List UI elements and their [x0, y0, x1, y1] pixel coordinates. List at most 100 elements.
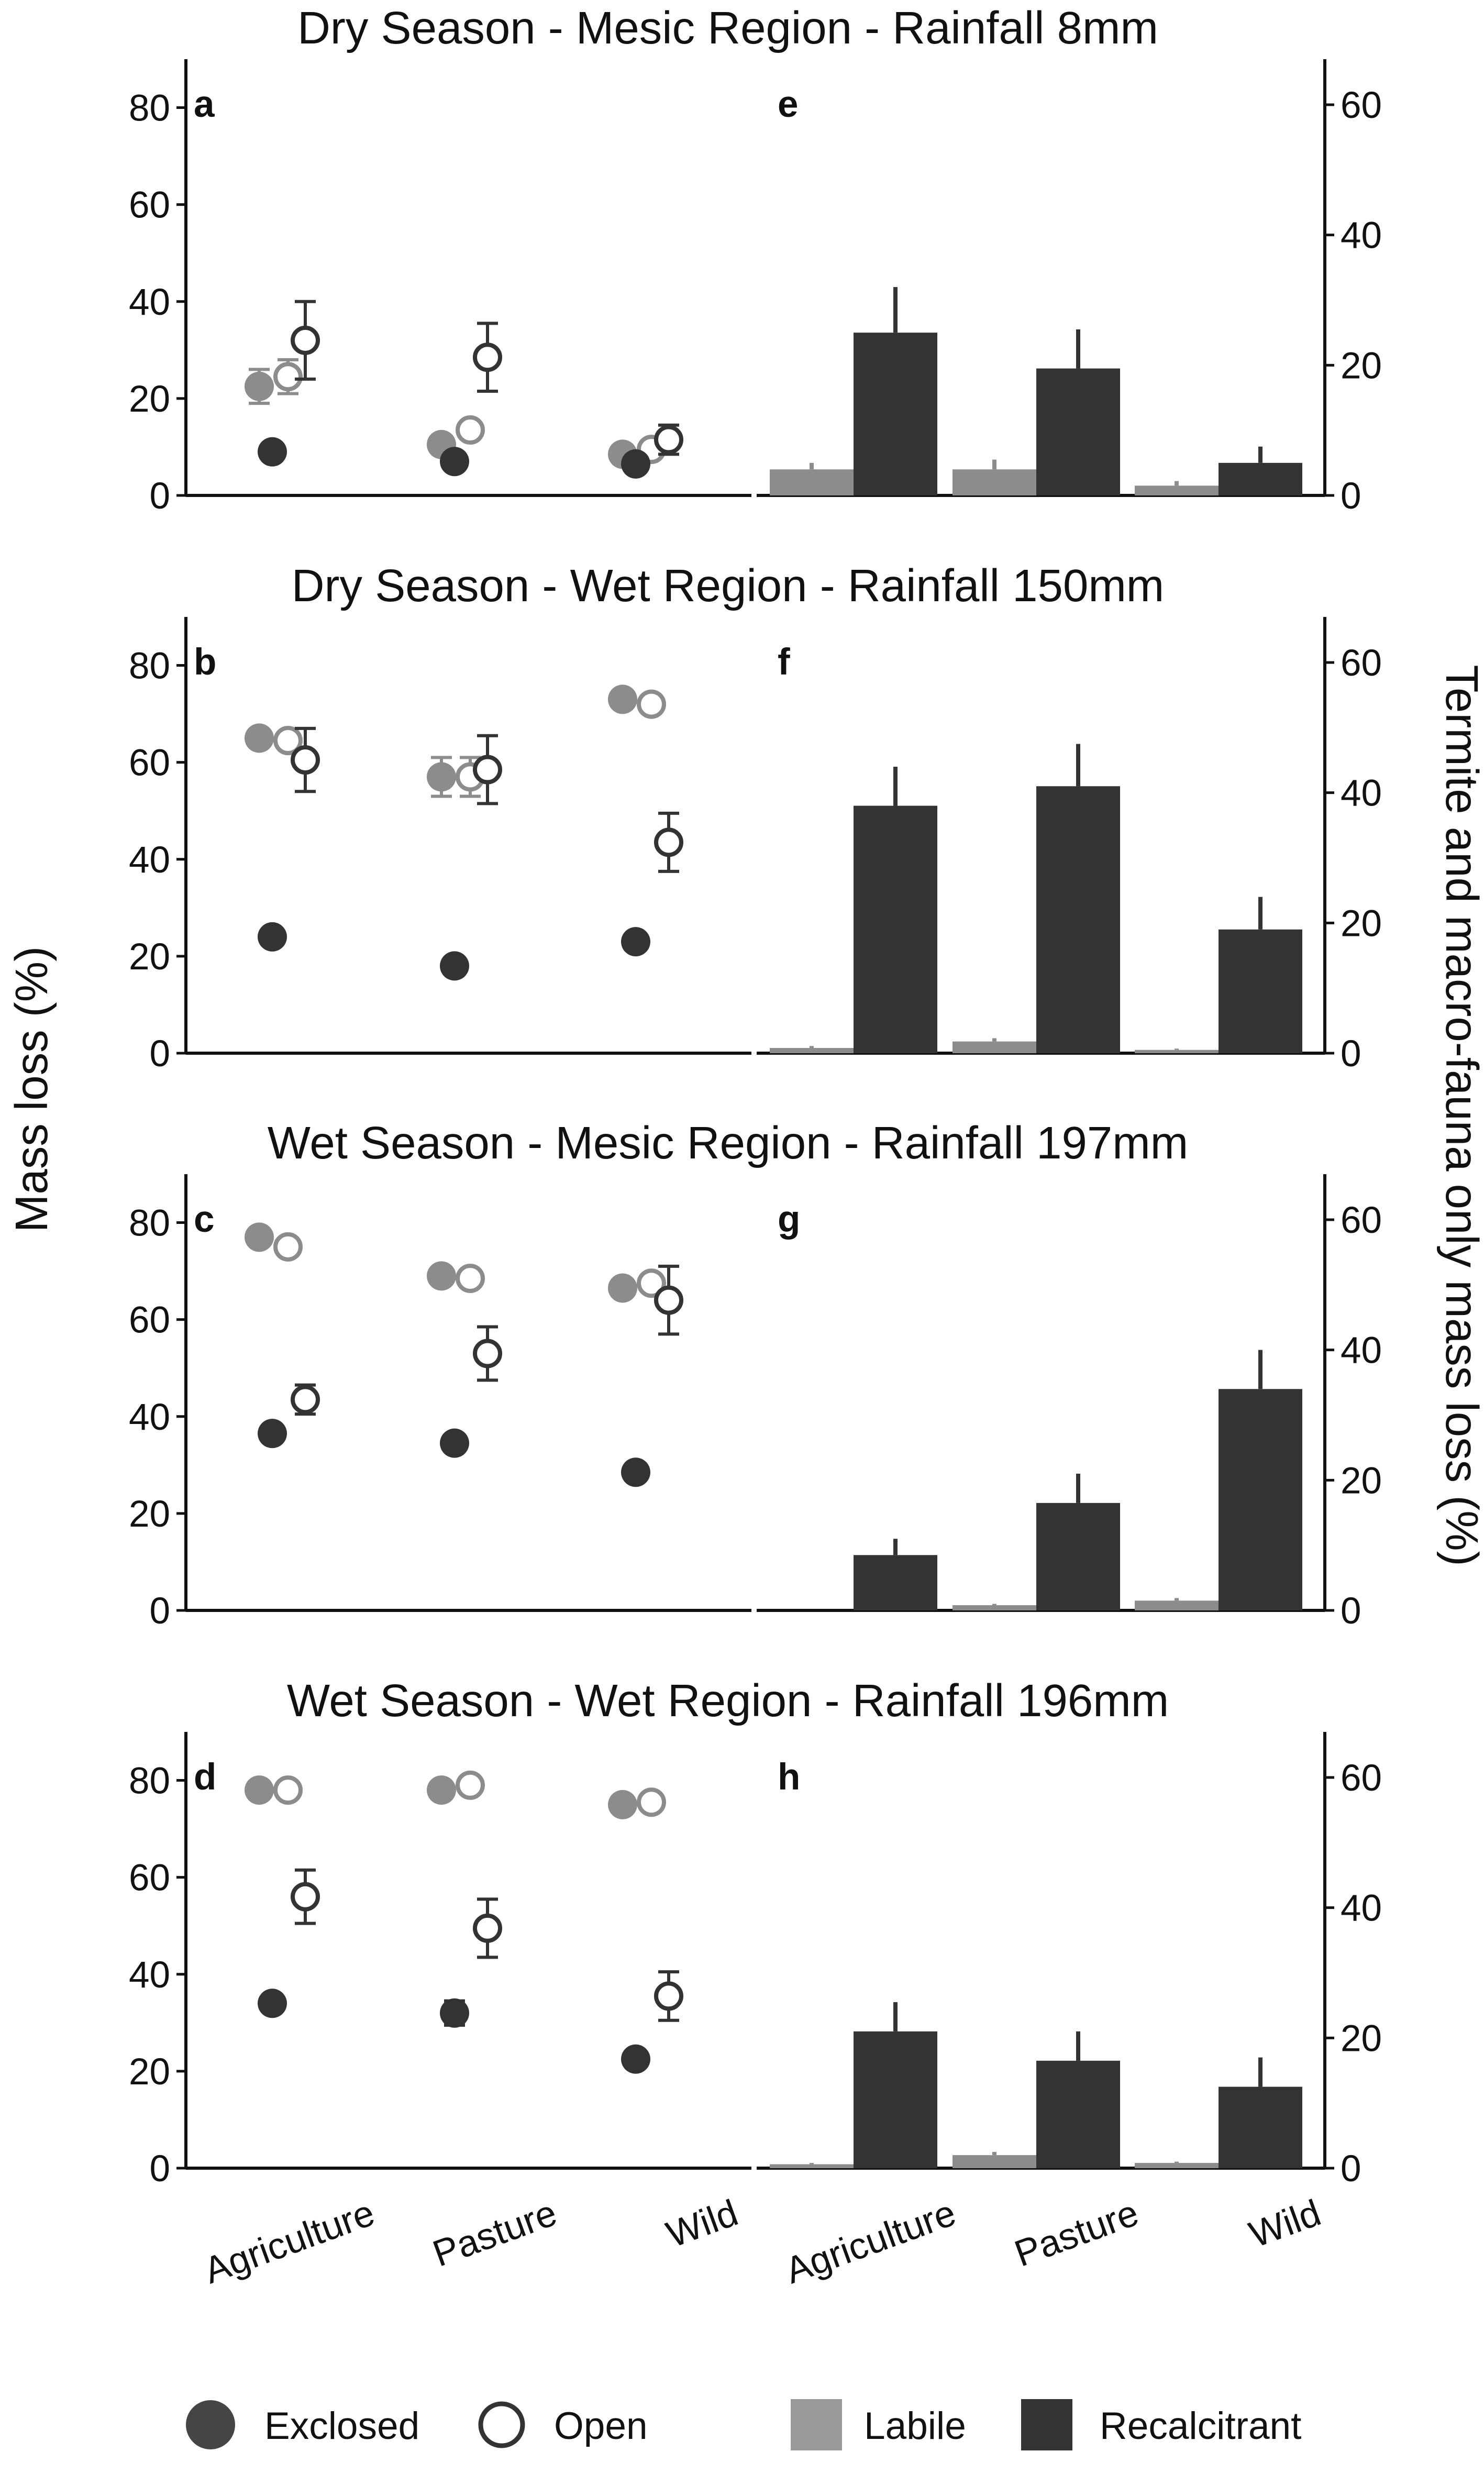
recalcitrant-exclosed-point: [621, 2044, 650, 2074]
labile-bar: [1135, 2163, 1219, 2168]
labile-bar: [1135, 1600, 1219, 1610]
right-axis-title: Termite and macro-fauna only mass loss (…: [1436, 665, 1484, 1566]
labile-bar: [953, 1605, 1036, 1610]
panel-row: Dry Season - Wet Region - Rainfall 150mm…: [129, 560, 1382, 1075]
left-tick-label: 40: [129, 1954, 170, 1996]
recalcitrant-exclosed-point: [621, 1457, 650, 1487]
labile-bar: [1135, 1050, 1219, 1053]
recalcitrant-exclosed-point: [440, 1998, 469, 2028]
right-tick-label: 60: [1341, 85, 1382, 126]
labile-exclosed-point: [608, 1273, 637, 1303]
panel-title: Dry Season - Mesic Region - Rainfall 8mm: [297, 3, 1158, 53]
labile-exclosed-point: [427, 1775, 456, 1805]
panels: Dry Season - Mesic Region - Rainfall 8mm…: [129, 3, 1382, 2292]
recalcitrant-bar: [854, 333, 937, 495]
recalcitrant-bar: [854, 2031, 937, 2168]
recalcitrant-exclosed-point: [440, 447, 469, 477]
left-tick-label: 40: [129, 840, 170, 881]
recalcitrant-open-point: [654, 827, 683, 857]
panel-title: Wet Season - Wet Region - Rainfall 196mm: [287, 1675, 1169, 1726]
left-tick-label: 40: [129, 282, 170, 323]
right-tick-label: 0: [1341, 476, 1361, 517]
recalcitrant-exclosed-point: [440, 951, 469, 981]
right-category-label: Pasture: [1010, 2192, 1144, 2275]
panel-letter: g: [778, 1199, 800, 1240]
labile-bar: [770, 1048, 854, 1053]
labile-open-point: [273, 726, 303, 756]
panel-row: Wet Season - Mesic Region - Rainfall 197…: [129, 1118, 1382, 1632]
labile-bar: [953, 1041, 1036, 1053]
right-tick-label: 40: [1341, 1330, 1382, 1372]
left-category-label: Pasture: [428, 2192, 562, 2275]
recalcitrant-exclosed-point: [258, 1419, 287, 1449]
labile-exclosed-point: [245, 723, 274, 753]
recalcitrant-open-point: [473, 1339, 502, 1368]
right-tick-label: 60: [1341, 1758, 1382, 1799]
right-tick-label: 60: [1341, 1200, 1382, 1241]
panel-letter: b: [194, 642, 216, 683]
recalcitrant-bar: [1036, 2060, 1120, 2168]
right-tick-label: 20: [1341, 345, 1382, 386]
labile-bar: [953, 469, 1036, 495]
recalcitrant-exclosed-point: [621, 927, 650, 957]
recalcitrant-exclosed-point: [258, 437, 287, 467]
left-tick-label: 0: [150, 2148, 171, 2190]
right-tick-label: 0: [1341, 2148, 1361, 2190]
right-tick-label: 40: [1341, 215, 1382, 257]
recalcitrant-open-point: [291, 325, 320, 355]
right-category-label: Agriculture: [780, 2192, 961, 2292]
recalcitrant-open-point: [654, 1285, 683, 1315]
recalcitrant-bar: [1036, 368, 1120, 495]
panel-letter: e: [778, 84, 799, 125]
right-category-label: Wild: [1244, 2192, 1326, 2256]
recalcitrant-bar: [1036, 1503, 1120, 1610]
left-tick-label: 60: [129, 743, 170, 784]
labile-exclosed-point: [427, 1261, 456, 1291]
recalcitrant-bar: [1219, 462, 1302, 495]
labile-open-point: [273, 1775, 303, 1805]
panel-letter: h: [778, 1757, 800, 1798]
labile-open-point: [637, 689, 666, 719]
labile-open-point: [273, 362, 303, 392]
left-tick-label: 0: [150, 1591, 171, 1632]
labile-exclosed-point: [427, 762, 456, 792]
left-tick-label: 60: [129, 1858, 170, 1899]
labile-bar: [770, 469, 854, 495]
labile-exclosed-point: [245, 1775, 274, 1805]
category-labels: Agriculture Pasture Wild Agriculture Pasture…: [199, 2192, 1326, 2292]
labile-exclosed-point: [245, 371, 274, 401]
left-tick-label: 0: [150, 1033, 171, 1075]
legend-labile-label: Labile: [864, 2405, 966, 2447]
recalcitrant-open-point: [654, 425, 683, 455]
recalcitrant-bar: [854, 805, 937, 1053]
left-tick-label: 20: [129, 379, 170, 420]
labile-bar: [1135, 485, 1219, 495]
labile-open-point: [456, 1770, 485, 1800]
left-tick-label: 60: [129, 185, 170, 226]
recalcitrant-open-point: [291, 745, 320, 775]
recalcitrant-open-point: [473, 343, 502, 372]
labile-bar: [770, 2164, 854, 2168]
right-tick-label: 40: [1341, 773, 1382, 814]
recalcitrant-open-point: [654, 1981, 683, 2011]
labile-open-point: [637, 1268, 666, 1298]
recalcitrant-open-point: [291, 1385, 320, 1415]
recalcitrant-exclosed-point: [621, 449, 650, 479]
recalcitrant-exclosed-point: [440, 1428, 469, 1458]
right-tick-label: 0: [1341, 1591, 1361, 1632]
left-tick-label: 20: [129, 1494, 170, 1535]
panel-title: Wet Season - Mesic Region - Rainfall 197…: [268, 1118, 1188, 1168]
recalcitrant-open-point: [473, 755, 502, 785]
panel-letter: f: [778, 642, 790, 683]
right-tick-label: 20: [1341, 903, 1382, 944]
right-tick-label: 60: [1341, 643, 1382, 684]
left-tick-label: 60: [129, 1300, 170, 1341]
recalcitrant-bar: [854, 1555, 937, 1610]
left-tick-label: 20: [129, 936, 170, 978]
legend-labile-marker: [791, 2399, 842, 2450]
left-tick-label: 20: [129, 2051, 170, 2093]
panel-letter: c: [194, 1199, 215, 1240]
right-tick-label: 20: [1341, 2018, 1382, 2059]
right-tick-label: 0: [1341, 1033, 1361, 1075]
